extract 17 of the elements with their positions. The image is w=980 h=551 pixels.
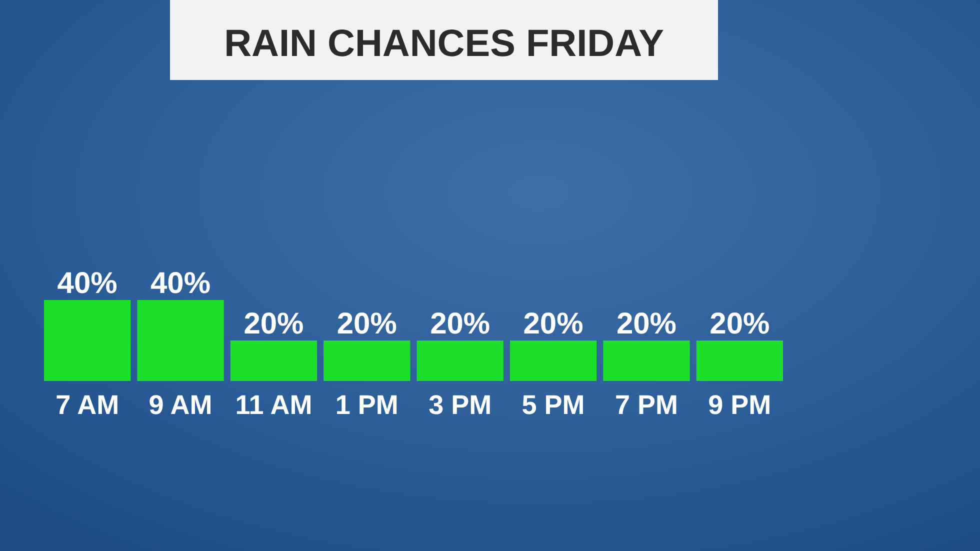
x-tick-label: 7 AM bbox=[56, 390, 120, 420]
x-tick-label: 3 PM bbox=[428, 390, 492, 420]
data-label: 20% bbox=[430, 308, 490, 340]
chart-title: RAIN CHANCES FRIDAY bbox=[224, 23, 664, 65]
data-label: 20% bbox=[616, 308, 676, 340]
x-tick-label: 5 PM bbox=[522, 390, 585, 420]
data-label: 20% bbox=[523, 308, 584, 340]
x-tick-label: 7 PM bbox=[614, 390, 678, 420]
x-tick-label: 1 PM bbox=[335, 390, 398, 420]
x-tick-label: 9 PM bbox=[708, 390, 772, 420]
data-label: 40% bbox=[150, 267, 211, 300]
data-label: 20% bbox=[710, 308, 770, 340]
data-label: 20% bbox=[244, 308, 304, 340]
data-label: 20% bbox=[336, 308, 397, 340]
x-tick-label: 11 AM bbox=[235, 390, 312, 420]
x-tick-label: 9 AM bbox=[148, 390, 212, 420]
data-label: 40% bbox=[57, 267, 118, 300]
